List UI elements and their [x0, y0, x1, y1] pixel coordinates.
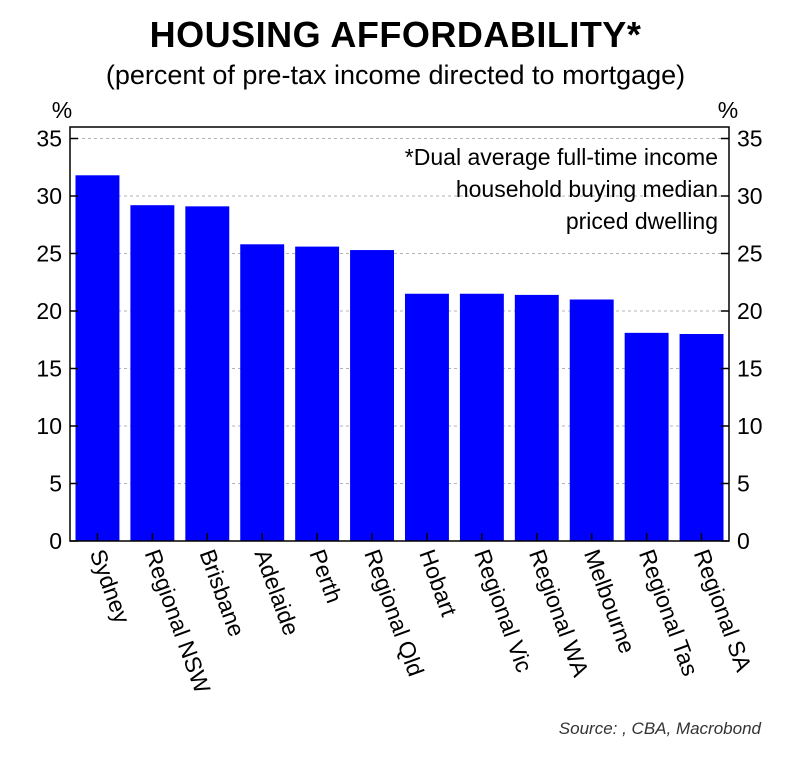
- source-note: Source: , CBA, Macrobond: [558, 719, 761, 738]
- x-tick-label: Hobart: [414, 546, 462, 620]
- bar: [185, 206, 230, 541]
- bar: [130, 205, 175, 541]
- y-tick-label-right: 35: [737, 126, 763, 152]
- chart-subtitle: (percent of pre-tax income directed to m…: [105, 60, 686, 90]
- y-tick-label-right: 5: [737, 471, 750, 497]
- y-tick-label-right: 0: [737, 528, 750, 554]
- annotation-line: *Dual average full-time income: [405, 144, 718, 170]
- annotation-note: *Dual average full-time income household …: [405, 144, 718, 234]
- annotation-line: priced dwelling: [566, 208, 718, 234]
- y-tick-label-left: 10: [36, 413, 62, 439]
- x-tick-label: Brisbane: [195, 546, 250, 640]
- y-tick-label-right: 20: [737, 298, 763, 324]
- bar: [350, 250, 395, 542]
- y-unit-right: %: [718, 97, 738, 123]
- x-tick-label: Regional Vic: [469, 546, 537, 676]
- bar: [624, 332, 669, 541]
- bar: [75, 175, 120, 542]
- bars: [75, 175, 724, 542]
- y-tick-label-right: 15: [737, 356, 763, 382]
- y-tick-label-left: 25: [36, 241, 62, 267]
- x-tick-label: Perth: [304, 546, 347, 607]
- y-unit-left: %: [52, 97, 72, 123]
- y-tick-label-right: 10: [737, 413, 763, 439]
- chart-title: HOUSING AFFORDABILITY*: [149, 14, 642, 55]
- annotation-line: household buying median: [456, 176, 718, 202]
- y-tick-label-left: 35: [36, 126, 62, 152]
- y-tick-label-right: 25: [737, 241, 763, 267]
- x-tick-label: Melbourne: [579, 546, 641, 657]
- bar: [295, 246, 340, 541]
- y-tick-label-left: 5: [49, 471, 62, 497]
- bar: [404, 293, 449, 541]
- bar: [514, 294, 559, 541]
- y-axis-left: 0 5 10 15 20 25 30 35: [36, 126, 62, 555]
- x-tick-label: Sydney: [85, 546, 136, 627]
- y-axis-right: 0 5 10 15 20 25 30 35: [737, 126, 763, 555]
- y-tick-label-left: 20: [36, 298, 62, 324]
- axis-ticks: [70, 137, 729, 542]
- y-tick-label-right: 30: [737, 183, 763, 209]
- gridlines: [70, 138, 729, 484]
- plot-frame: [69, 126, 730, 542]
- x-tick-label: Adelaide: [250, 546, 305, 639]
- bar: [240, 244, 285, 542]
- y-tick-label-left: 30: [36, 183, 62, 209]
- y-tick-label-left: 15: [36, 356, 62, 382]
- y-tick-label-left: 0: [49, 528, 62, 554]
- bar: [569, 299, 614, 541]
- bar: [679, 334, 724, 541]
- bar: [459, 293, 504, 541]
